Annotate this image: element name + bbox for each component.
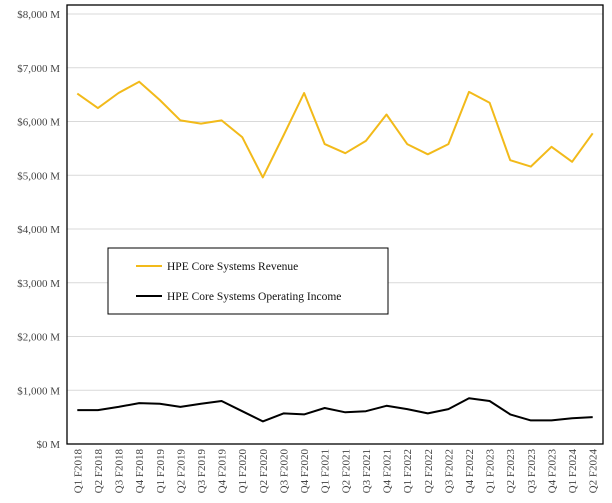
series-line-operating-income: [77, 397, 593, 423]
x-tick-label: Q3 F2021: [361, 449, 373, 493]
y-tick-label: $1,000 M: [17, 385, 60, 397]
x-tick-label: Q4 F2023: [546, 449, 558, 494]
x-tick-label: Q3 F2018: [114, 449, 126, 494]
x-tick-label: Q2 F2019: [175, 449, 187, 494]
series-line-revenue: [76, 80, 594, 179]
y-axis-ticks: $0 M $1,000 M $2,000 M $3,000 M $4,000 M $5,0…: [17, 9, 60, 451]
x-tick-label: Q4 F2018: [134, 449, 146, 494]
y-tick-label: $6,000 M: [17, 117, 60, 129]
y-tick-label: $5,000 M: [17, 170, 60, 182]
x-tick-label: Q2 F2021: [340, 449, 352, 493]
x-axis-ticks: Q1 F2018 Q2 F2018 Q3 F2018 Q4 F2018 Q1 F2019…: [72, 449, 599, 494]
legend-label-operating-income: HPE Core Systems Operating Income: [167, 291, 341, 303]
x-tick-label: Q4 F2021: [382, 449, 394, 493]
x-tick-label: Q4 F2022: [464, 449, 476, 493]
x-tick-label: Q1 F2021: [320, 449, 332, 493]
y-tick-label: $7,000 M: [17, 63, 60, 75]
y-tick-label: $2,000 M: [17, 332, 60, 344]
x-tick-label: Q2 F2023: [505, 449, 517, 494]
x-tick-label: Q3 F2020: [278, 449, 290, 494]
x-tick-label: Q1 F2019: [155, 449, 167, 494]
series-lines: [76, 80, 594, 423]
x-tick-label: Q3 F2022: [443, 449, 455, 493]
x-tick-label: Q1 F2024: [567, 449, 579, 494]
y-tick-label: $3,000 M: [17, 278, 60, 290]
x-tick-label: Q4 F2019: [217, 449, 229, 494]
x-tick-label: Q1 F2023: [485, 449, 497, 494]
x-tick-label: Q1 F2022: [402, 449, 414, 493]
x-tick-label: Q1 F2020: [237, 449, 249, 494]
y-tick-label: $4,000 M: [17, 224, 60, 236]
x-tick-label: Q2 F2024: [588, 449, 600, 494]
y-tick-label: $8,000 M: [17, 9, 60, 21]
gridlines: [67, 13, 603, 391]
x-tick-label: Q2 F2020: [258, 449, 270, 494]
x-tick-label: Q4 F2020: [299, 449, 311, 494]
x-tick-label: Q3 F2019: [196, 449, 208, 494]
x-tick-label: Q3 F2023: [526, 449, 538, 494]
x-tick-label: Q2 F2018: [93, 449, 105, 494]
legend-label-revenue: HPE Core Systems Revenue: [167, 261, 298, 273]
legend-box: [107, 247, 389, 315]
x-tick-label: Q2 F2022: [423, 449, 435, 493]
plot-border: [66, 4, 604, 445]
x-tick-label: Q1 F2018: [72, 449, 84, 494]
legend: HPE Core Systems Revenue HPE Core System…: [107, 247, 389, 315]
y-tick-label: $0 M: [36, 439, 60, 451]
